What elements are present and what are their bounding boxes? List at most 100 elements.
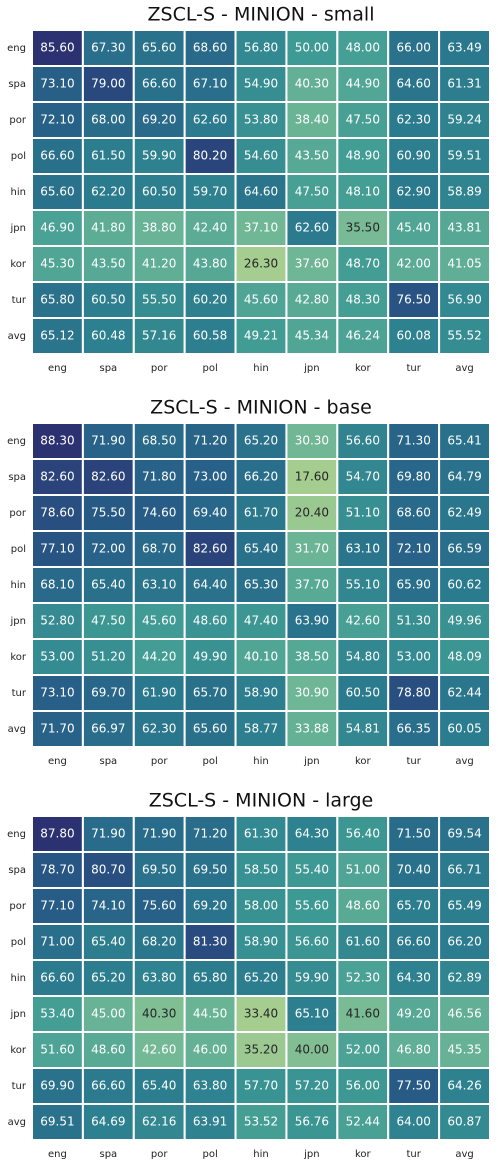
heatmap-cell bbox=[336, 995, 390, 1033]
heatmap-cell bbox=[285, 602, 339, 640]
cell-label: 53.52 bbox=[244, 1115, 278, 1129]
heatmap-cell bbox=[438, 317, 492, 355]
cell-label: 65.60 bbox=[142, 41, 176, 55]
x-tick-label: spa bbox=[99, 756, 117, 767]
cell-label: 77.10 bbox=[40, 899, 74, 913]
cell-label: 65.70 bbox=[396, 899, 430, 913]
cell-label: 38.80 bbox=[142, 221, 176, 235]
heatmap-cell bbox=[132, 281, 186, 319]
cell-label: 69.90 bbox=[40, 1079, 74, 1093]
cell-label: 77.10 bbox=[40, 542, 74, 556]
cell-label: 71.30 bbox=[396, 434, 430, 448]
y-tick-label: pol bbox=[11, 151, 26, 162]
heatmap-cell bbox=[31, 674, 84, 712]
heatmap-cell bbox=[81, 317, 135, 355]
heatmap-cell bbox=[336, 458, 390, 496]
cell-label: 73.00 bbox=[193, 470, 227, 484]
y-tick-label: kor bbox=[10, 652, 27, 663]
x-tick-label: por bbox=[151, 363, 168, 374]
cell-label: 56.00 bbox=[346, 1079, 380, 1093]
heatmap-cell bbox=[438, 209, 492, 247]
x-tick-label: eng bbox=[48, 1149, 67, 1160]
cell-label: 30.90 bbox=[295, 686, 329, 700]
heatmap-cell bbox=[234, 851, 288, 889]
cell-label: 55.40 bbox=[295, 863, 329, 877]
cell-label: 71.80 bbox=[142, 470, 176, 484]
cell-label: 65.12 bbox=[40, 329, 74, 343]
cell-label: 56.76 bbox=[295, 1115, 329, 1129]
heatmap-cell bbox=[387, 959, 441, 997]
cell-label: 58.90 bbox=[244, 935, 278, 949]
cell-label: 46.56 bbox=[447, 1007, 481, 1021]
heatmap-cell bbox=[387, 1103, 441, 1141]
cell-label: 67.30 bbox=[91, 41, 125, 55]
cell-label: 46.00 bbox=[193, 1043, 227, 1057]
cell-label: 62.60 bbox=[193, 113, 227, 127]
cell-label: 41.20 bbox=[142, 257, 176, 271]
cell-label: 33.40 bbox=[244, 1007, 278, 1021]
cell-label: 65.90 bbox=[396, 578, 430, 592]
heatmap-cell bbox=[438, 137, 492, 175]
heatmap-cell bbox=[81, 1103, 135, 1141]
heatmap-cell bbox=[234, 317, 288, 355]
cell-label: 68.50 bbox=[142, 434, 176, 448]
cell-label: 65.41 bbox=[447, 434, 481, 448]
heatmap-cell bbox=[438, 995, 492, 1033]
x-tick-label: pol bbox=[202, 756, 217, 767]
cell-label: 72.10 bbox=[396, 542, 430, 556]
heatmap-cell bbox=[285, 458, 339, 496]
x-tick-label: hin bbox=[253, 363, 268, 374]
cell-label: 49.20 bbox=[396, 1007, 430, 1021]
cell-label: 68.60 bbox=[193, 41, 227, 55]
cell-label: 59.90 bbox=[142, 149, 176, 163]
cell-label: 62.30 bbox=[142, 722, 176, 736]
cell-label: 77.50 bbox=[396, 1079, 430, 1093]
cell-label: 53.80 bbox=[244, 113, 278, 127]
cell-label: 62.44 bbox=[447, 686, 481, 700]
cell-label: 65.10 bbox=[295, 1007, 329, 1021]
cell-label: 60.20 bbox=[193, 293, 227, 307]
cell-label: 71.20 bbox=[193, 827, 227, 841]
heatmap-cell bbox=[285, 281, 339, 319]
heatmap-cell bbox=[438, 1103, 492, 1141]
heatmap-cell bbox=[438, 815, 492, 853]
cell-label: 57.16 bbox=[142, 329, 176, 343]
cell-label: 65.60 bbox=[193, 722, 227, 736]
heatmap-cell bbox=[31, 1031, 84, 1069]
cell-label: 20.40 bbox=[295, 506, 329, 520]
heatmap-cell bbox=[31, 281, 84, 319]
cell-label: 41.80 bbox=[91, 221, 125, 235]
cell-label: 64.30 bbox=[396, 971, 430, 985]
cell-label: 74.10 bbox=[91, 899, 125, 913]
cell-label: 47.50 bbox=[91, 614, 125, 628]
cell-label: 71.20 bbox=[193, 434, 227, 448]
heatmap-cell bbox=[285, 815, 339, 853]
cell-label: 75.60 bbox=[142, 899, 176, 913]
heatmap-cell bbox=[285, 1031, 339, 1069]
cell-label: 37.60 bbox=[295, 257, 329, 271]
cell-label: 80.20 bbox=[193, 149, 227, 163]
cell-label: 56.90 bbox=[447, 293, 481, 307]
heatmap-cell bbox=[387, 422, 441, 460]
x-tick-label: avg bbox=[455, 363, 473, 374]
heatmap-cell bbox=[234, 674, 288, 712]
heatmap-cell bbox=[438, 566, 492, 604]
cell-label: 60.48 bbox=[91, 329, 125, 343]
cell-label: 37.70 bbox=[295, 578, 329, 592]
y-tick-label: por bbox=[9, 901, 26, 912]
heatmap-cell bbox=[285, 317, 339, 355]
cell-label: 46.90 bbox=[40, 221, 74, 235]
cell-label: 65.49 bbox=[447, 899, 481, 913]
cell-label: 64.60 bbox=[244, 185, 278, 199]
heatmap-cell bbox=[336, 710, 390, 748]
cell-label: 26.30 bbox=[244, 257, 278, 271]
cell-label: 88.30 bbox=[40, 434, 74, 448]
heatmap-cell bbox=[438, 458, 492, 496]
y-tick-label: avg bbox=[8, 1117, 26, 1128]
heatmap-cell bbox=[234, 281, 288, 319]
cell-label: 47.50 bbox=[295, 185, 329, 199]
cell-label: 31.70 bbox=[295, 542, 329, 556]
cell-label: 60.58 bbox=[193, 329, 227, 343]
cell-label: 62.60 bbox=[295, 221, 329, 235]
